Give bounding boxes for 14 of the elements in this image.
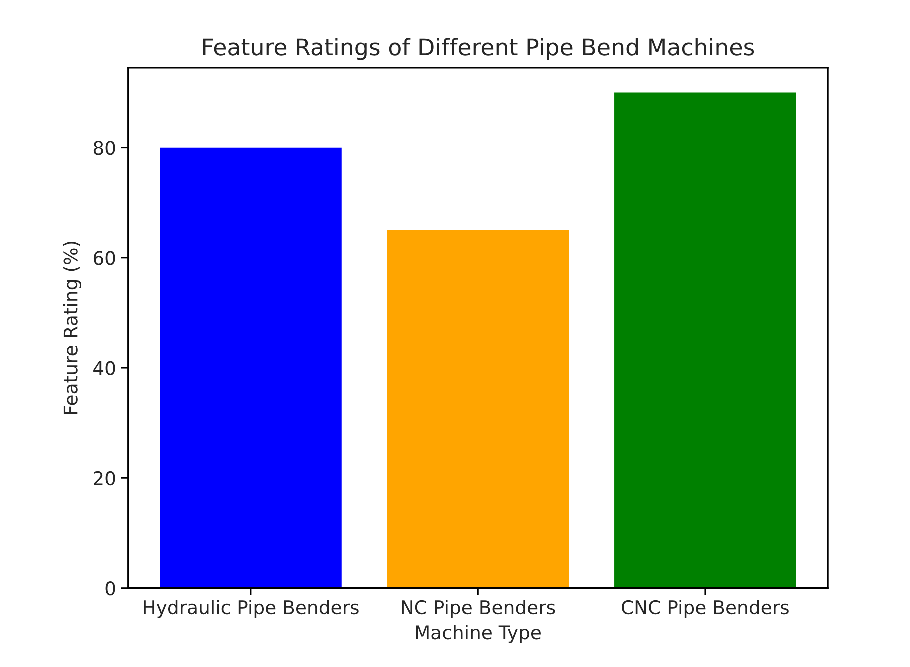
bar [160,148,342,588]
bar [614,92,796,588]
x-tick-label: NC Pipe Benders [402,600,556,618]
y-tick-label: 20 [94,471,116,486]
chart-title: Feature Ratings of Different Pipe Bend Machines [203,38,754,60]
y-tick-label: 0 [106,582,116,596]
bar [387,230,570,588]
y-axis-title: Feature Rating (%) [63,242,82,414]
x-tick-label: CNC Pipe Benders [622,600,789,618]
y-tick-label: 60 [94,251,116,266]
x-tick-label: Hydraulic Pipe Benders [144,600,359,618]
y-tick-label: 40 [94,361,116,376]
y-tick-label: 80 [94,141,116,156]
x-axis-title: Machine Type [416,625,541,644]
